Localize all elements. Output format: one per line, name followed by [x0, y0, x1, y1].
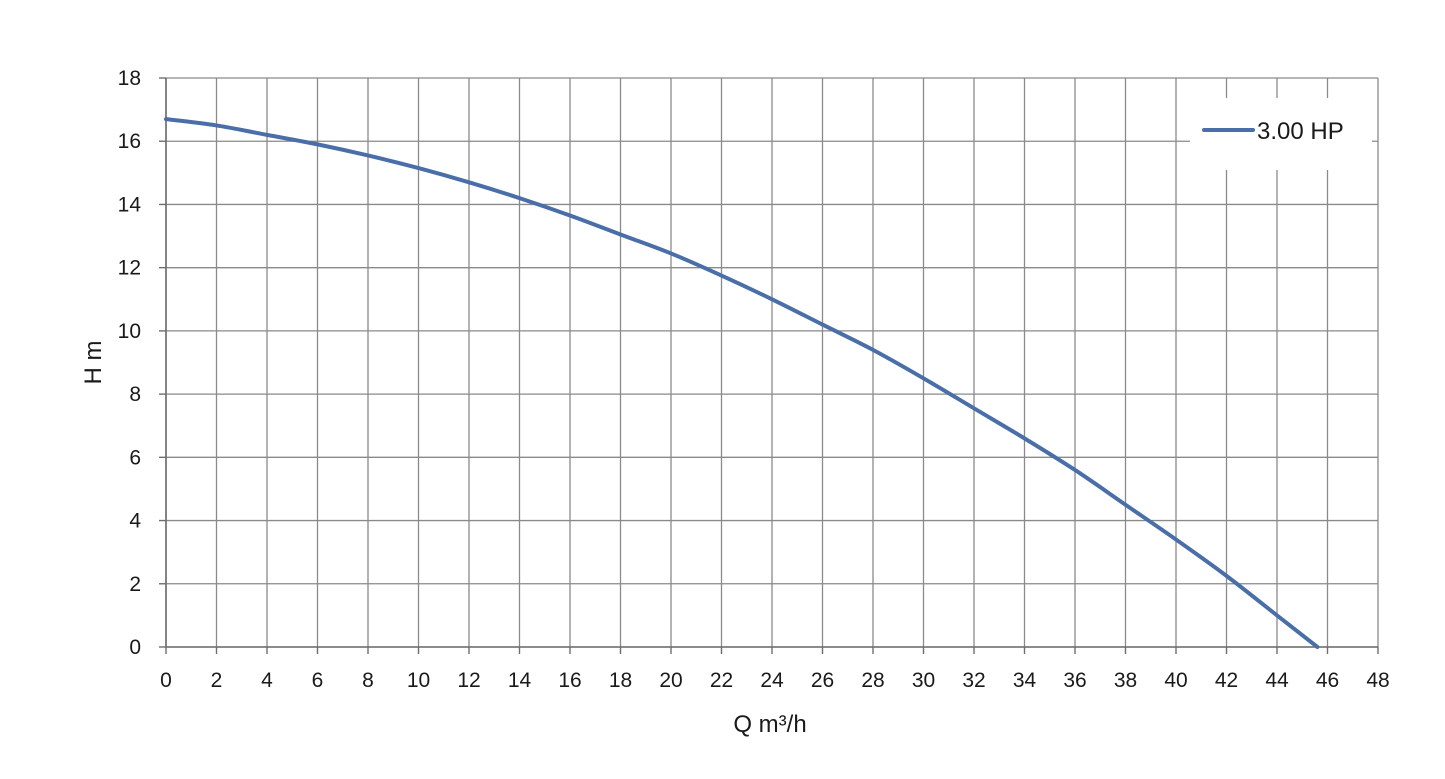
legend: 3.00 HP [1190, 98, 1372, 170]
x-tick-label-16: 32 [962, 669, 985, 692]
legend-label: 3.00 HP [1257, 118, 1344, 145]
y-tick-label-5: 10 [118, 320, 141, 343]
y-tick-label-9: 18 [118, 67, 141, 90]
y-tick-label-3: 6 [129, 446, 141, 469]
x-tick-label-15: 30 [912, 669, 935, 692]
x-tick-label-8: 16 [558, 669, 581, 692]
x-tick-label-3: 6 [312, 669, 324, 692]
x-tick-label-24: 48 [1366, 669, 1389, 692]
x-tick-label-22: 44 [1265, 669, 1289, 692]
x-tick-label-10: 20 [659, 669, 682, 692]
x-tick-label-4: 8 [362, 669, 374, 692]
x-tick-label-12: 24 [760, 669, 784, 692]
axes [159, 77, 1379, 654]
legend-box [1190, 98, 1372, 170]
y-tick-label-2: 4 [129, 510, 141, 533]
series-line-0 [164, 117, 1320, 649]
x-tick-label-13: 26 [811, 669, 834, 692]
x-tick-label-19: 38 [1114, 669, 1137, 692]
series [164, 117, 1320, 649]
y-tick-label-7: 14 [118, 193, 142, 216]
x-tick-label-5: 10 [407, 669, 430, 692]
x-tick-label-1: 2 [211, 669, 223, 692]
x-tick-label-14: 28 [861, 669, 884, 692]
y-tick-label-6: 12 [118, 257, 141, 280]
x-tick-label-0: 0 [160, 669, 172, 692]
y-axis-title: H m [80, 341, 107, 385]
tick-labels: 0 2 4 6 8 10 12 14 16 18 20 22 24 26 28 30 32 34 36 38 40 42 4… [118, 67, 1390, 692]
x-tick-label-7: 14 [508, 669, 532, 692]
y-tick-label-1: 2 [129, 573, 141, 596]
y-tick-label-8: 16 [118, 130, 141, 153]
x-tick-label-18: 36 [1063, 669, 1086, 692]
y-tick-label-0: 0 [129, 636, 141, 659]
x-tick-label-20: 40 [1164, 669, 1187, 692]
x-tick-label-9: 18 [609, 669, 632, 692]
x-tick-label-23: 46 [1316, 669, 1339, 692]
x-tick-label-2: 4 [261, 669, 273, 692]
x-tick-label-21: 42 [1215, 669, 1238, 692]
x-axis-title: Q m³/h [733, 711, 806, 738]
x-tick-label-6: 12 [457, 669, 480, 692]
x-tick-label-11: 22 [710, 669, 733, 692]
y-tick-label-4: 8 [129, 383, 141, 406]
x-tick-label-17: 34 [1013, 669, 1037, 692]
